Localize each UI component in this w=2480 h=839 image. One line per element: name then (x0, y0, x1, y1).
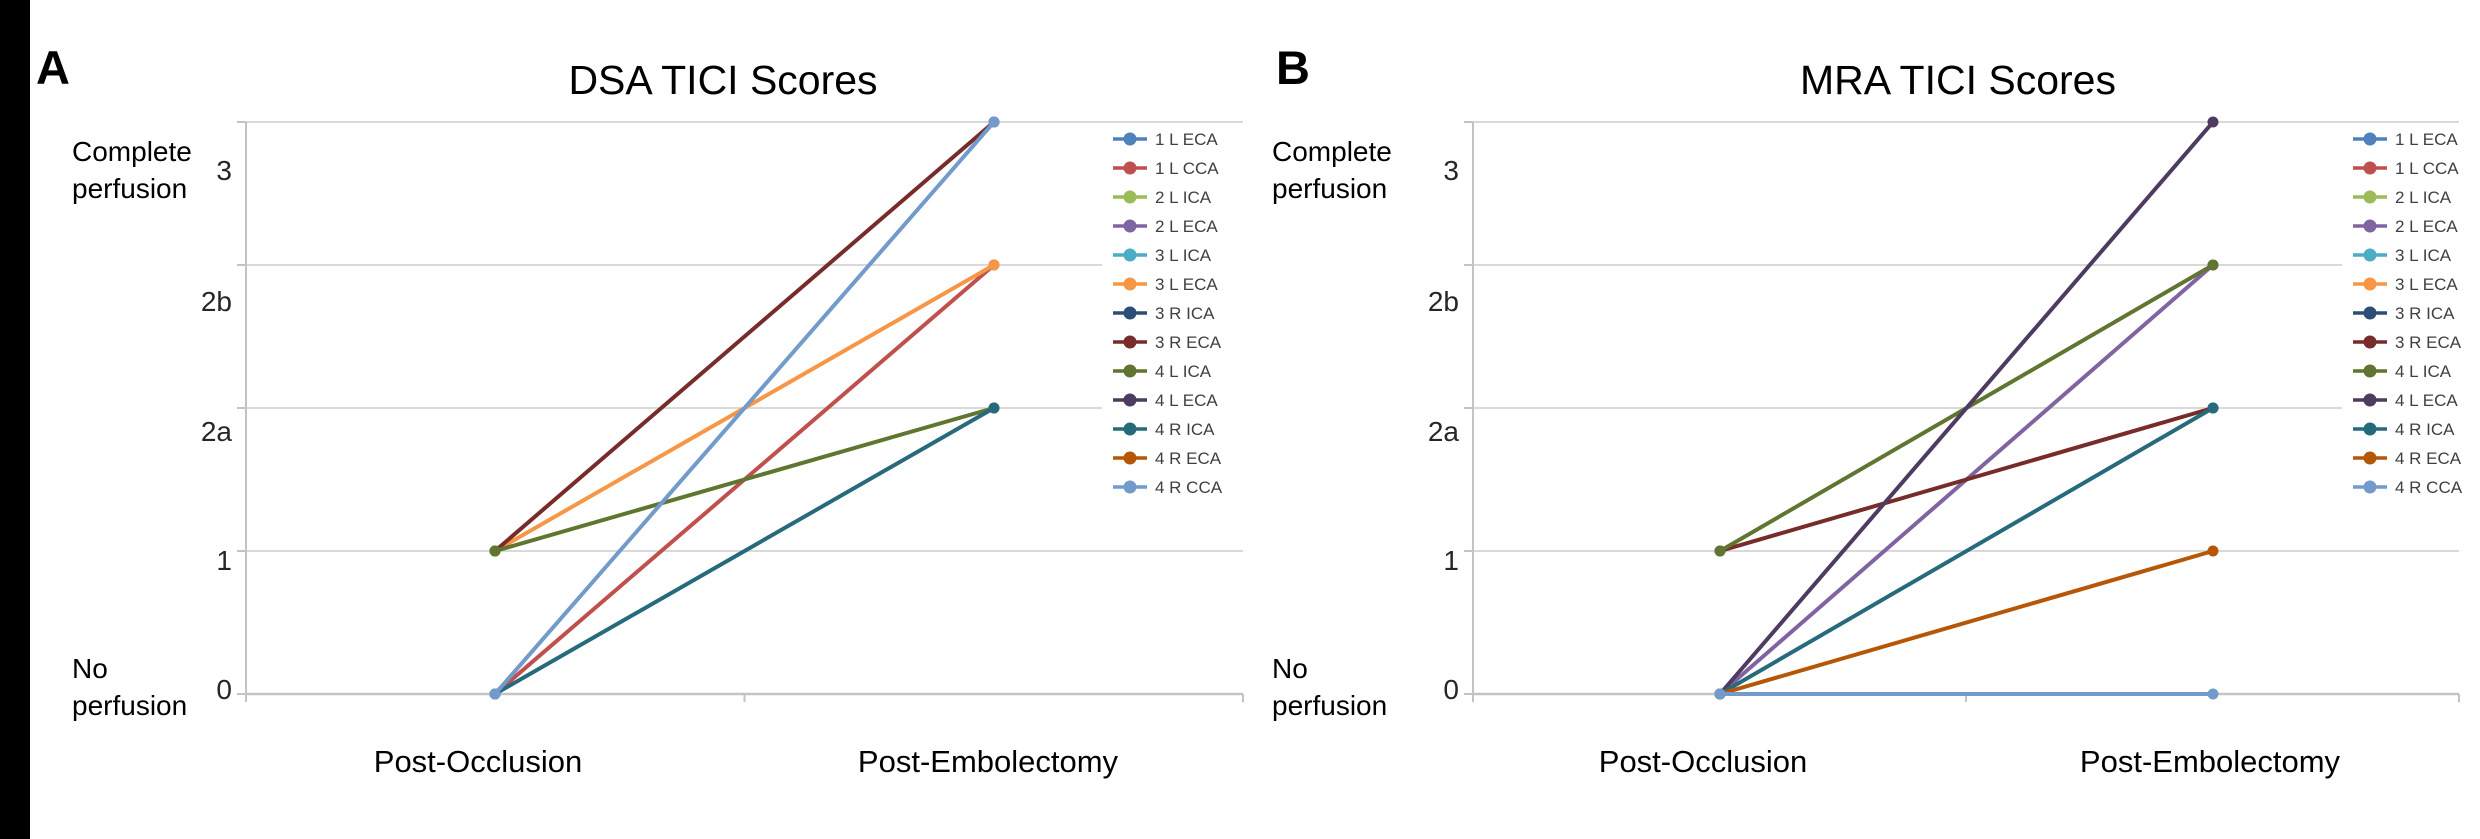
panel-b-legend-marker-dot-1-l-eca (2363, 132, 2377, 146)
panel-b-legend-marker-dot-4-r-eca (2363, 451, 2377, 465)
panel-b-legend-item-label-2-l-ica: 2 L ICA (2395, 188, 2452, 207)
panel-b-legend-item-label-4-r-eca: 4 R ECA (2395, 449, 2462, 468)
panel-b-series-line-4-l-eca (1718, 120, 2215, 696)
panel-b-letter: B (1276, 41, 1310, 94)
panel-b-legend-marker-dot-4-l-ica (2363, 364, 2377, 378)
panel-a-y-tick-label-0: 0 (216, 674, 232, 705)
panel-b-legend-item-label-1-l-eca: 1 L ECA (2395, 130, 2458, 149)
panel-a-series-marker-4-r-cca-post-embolectomy (988, 116, 1000, 128)
panel-a-legend-item-label-3-l-eca: 3 L ECA (1155, 275, 1218, 294)
panel-a-legend-marker-dot-4-r-cca (1123, 480, 1137, 494)
panel-b-legend-marker-dot-4-r-cca (2363, 480, 2377, 494)
panel-b-series-marker-4-r-ica-post-embolectomy (2207, 402, 2219, 414)
panel-b-series-marker-4-r-cca-post-occlusion (1714, 688, 1726, 700)
panel-a-legend-marker-dot-1-l-cca (1123, 161, 1137, 175)
panel-a-legend-marker-dot-3-l-ica (1123, 248, 1137, 262)
panel-b-legend-item-label-3-r-eca: 3 R ECA (2395, 333, 2462, 352)
panel-b-legend-item-label-4-r-ica: 4 R ICA (2395, 420, 2455, 439)
panel-a-legend-item-label-4-l-eca: 4 L ECA (1155, 391, 1218, 410)
panel-b-series-marker-4-r-cca-post-embolectomy (2207, 688, 2219, 700)
panel-a-legend-marker-dot-2-l-ica (1123, 190, 1137, 204)
panel-b-series-marker-4-r-eca-post-embolectomy (2207, 545, 2219, 557)
panel-a-legend-item-label-3-l-ica: 3 L ICA (1155, 246, 1212, 265)
panel-a-legend-item-label-3-r-ica: 3 R ICA (1155, 304, 1215, 323)
panel-b-series-marker-4-l-eca-post-embolectomy (2207, 116, 2219, 128)
panel-b-category-post-embolectomy: Post-Embolectomy (2079, 744, 2341, 779)
panel-b-series-marker-4-l-ica-post-embolectomy (2207, 259, 2219, 271)
panel-a-title: DSA TICI Scores (568, 57, 878, 103)
panel-a-series-line-4-l-ica (493, 406, 996, 553)
panel-b-y-tick-label-1: 1 (1443, 545, 1459, 576)
panel-b-series-line-4-r-ica (1718, 406, 2215, 696)
panel-b-no-perfusion-label: No perfusion (1272, 653, 1388, 721)
panel-a-series-marker-4-r-cca-post-occlusion (489, 688, 501, 700)
panel-b-legend-marker-dot-3-r-ica (2363, 306, 2377, 320)
panel-a-legend-marker-dot-4-r-ica (1123, 422, 1137, 436)
panel-a-legend-marker-dot-3-l-eca (1123, 277, 1137, 291)
panel-b-legend-item-label-2-l-eca: 2 L ECA (2395, 217, 2458, 236)
panel-b-legend-marker-dot-3-l-eca (2363, 277, 2377, 291)
panel-a-series-marker-4-r-ica-post-embolectomy (988, 402, 1000, 414)
left-black-bar (0, 0, 30, 839)
panel-a-series-marker-4-l-ica-post-occlusion (489, 545, 501, 557)
panel-a-legend-marker-dot-4-r-eca (1123, 451, 1137, 465)
panel-a-series-line-4-r-ica (493, 406, 996, 696)
panel-b-y-tick-label-3: 3 (1443, 155, 1459, 186)
panel-b-legend-item-label-3-r-ica: 3 R ICA (2395, 304, 2455, 323)
panel-a-legend-item-label-4-r-ica: 4 R ICA (1155, 420, 1215, 439)
panel-a-legend-marker-dot-4-l-eca (1123, 393, 1137, 407)
panel-a-legend-marker-dot-3-r-eca (1123, 335, 1137, 349)
panel-b-legend-marker-dot-2-l-eca (2363, 219, 2377, 233)
panel-a-series-marker-3-l-eca-post-embolectomy (988, 259, 1000, 271)
panel-a-legend-item-label-1-l-eca: 1 L ECA (1155, 130, 1218, 149)
panel-a-legend-marker-dot-2-l-eca (1123, 219, 1137, 233)
panel-b-legend-item-label-4-l-eca: 4 L ECA (2395, 391, 2458, 410)
panel-b-legend-marker-dot-2-l-ica (2363, 190, 2377, 204)
panel-a-legend-item-label-4-r-eca: 4 R ECA (1155, 449, 1222, 468)
panel-b-legend-marker-dot-4-r-ica (2363, 422, 2377, 436)
panel-a-legend-item-label-1-l-cca: 1 L CCA (1155, 159, 1219, 178)
panel-a-y-tick-label-2b: 2b (200, 286, 232, 317)
panel-a-y-tick-label-2a: 2a (200, 416, 232, 447)
panel-b-complete-perfusion-label: Complete perfusion (1272, 136, 1392, 204)
panel-a-series-line-3-r-eca (493, 120, 996, 553)
panel-b-y-tick-label-2a: 2a (1427, 416, 1459, 447)
panel-a-y-tick-label-1: 1 (216, 545, 232, 576)
panel-a-letter: A (36, 41, 70, 94)
panel-a-legend-item-label-3-r-eca: 3 R ECA (1155, 333, 1222, 352)
panel-b-legend-marker-dot-3-r-eca (2363, 335, 2377, 349)
panel-b-series-marker-4-l-ica-post-occlusion (1714, 545, 1726, 557)
panel-a-legend-marker-dot-4-l-ica (1123, 364, 1137, 378)
panel-b-legend-marker-dot-1-l-cca (2363, 161, 2377, 175)
panel-b-y-tick-label-0: 0 (1443, 674, 1459, 705)
panel-b-legend-item-label-3-l-ica: 3 L ICA (2395, 246, 2452, 265)
panel-b-legend-item-label-4-l-ica: 4 L ICA (2395, 362, 2452, 381)
panel-b-legend-item-label-4-r-cca: 4 R CCA (2395, 478, 2463, 497)
panel-b-series-line-3-r-eca (1718, 406, 2215, 553)
panel-a-legend-item-label-4-r-cca: 4 R CCA (1155, 478, 1223, 497)
panel-a-no-perfusion-label: No perfusion (72, 653, 188, 721)
panel-b-title: MRA TICI Scores (1800, 57, 2116, 103)
panel-b-legend-marker-dot-4-l-eca (2363, 393, 2377, 407)
panel-a-legend-item-label-2-l-ica: 2 L ICA (1155, 188, 1212, 207)
panel-b-y-tick-label-2b: 2b (1427, 286, 1459, 317)
panel-a-category-post-occlusion: Post-Occlusion (373, 744, 583, 779)
panel-b-legend-item-label-1-l-cca: 1 L CCA (2395, 159, 2459, 178)
panel-b-category-post-occlusion: Post-Occlusion (1598, 744, 1808, 779)
panel-a-y-tick-label-3: 3 (216, 155, 232, 186)
panel-a-legend-marker-dot-1-l-eca (1123, 132, 1137, 146)
panel-a-legend-item-label-2-l-eca: 2 L ECA (1155, 217, 1218, 236)
panel-a-series-line-4-r-cca (493, 120, 996, 696)
panel-a-complete-perfusion-label: Complete perfusion (72, 136, 192, 204)
panel-a-category-post-embolectomy: Post-Embolectomy (857, 744, 1119, 779)
panel-a-legend-marker-dot-3-r-ica (1123, 306, 1137, 320)
panel-b-series-line-4-r-eca (1718, 549, 2215, 696)
panel-b-legend-item-label-3-l-eca: 3 L ECA (2395, 275, 2458, 294)
panel-b-legend-marker-dot-3-l-ica (2363, 248, 2377, 262)
panel-a-legend-item-label-4-l-ica: 4 L ICA (1155, 362, 1212, 381)
